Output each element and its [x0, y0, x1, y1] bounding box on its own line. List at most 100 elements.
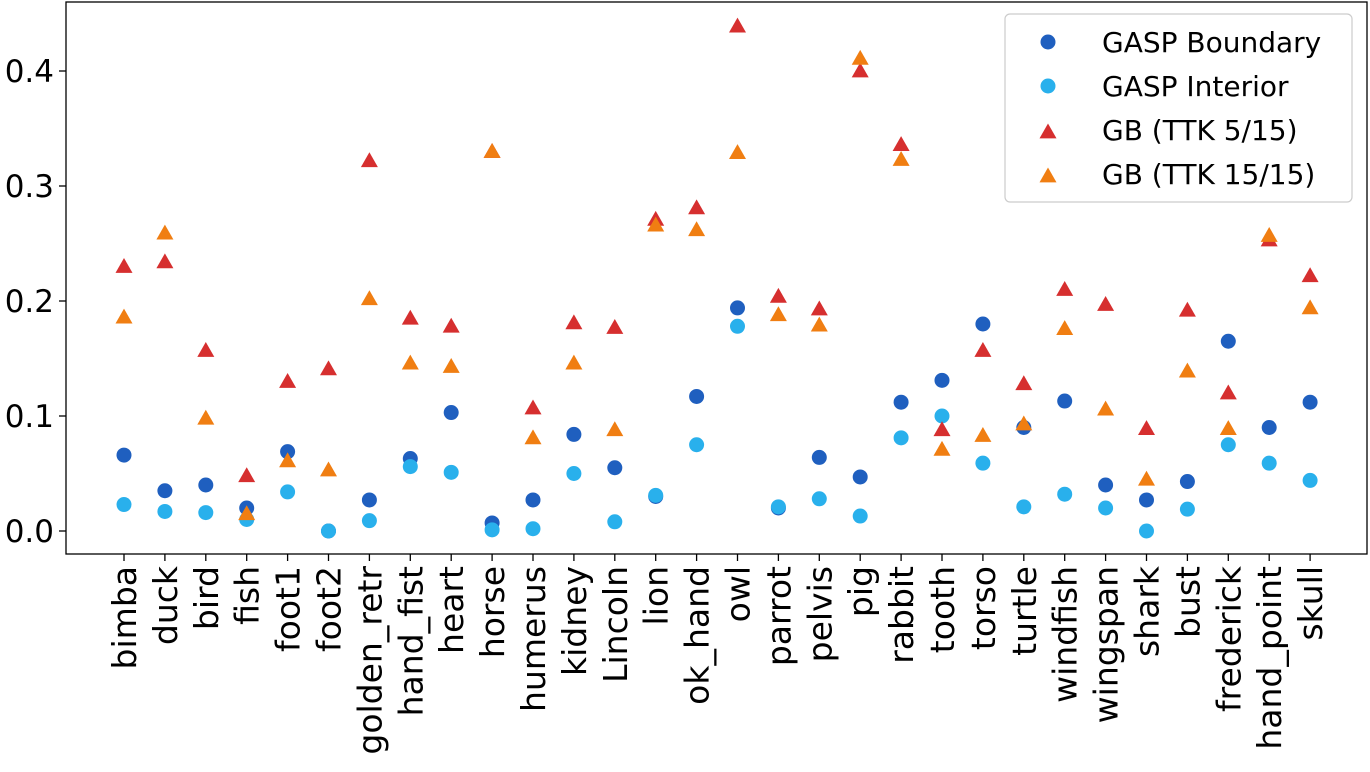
data-point	[933, 421, 951, 437]
data-point	[606, 421, 624, 437]
data-point	[892, 151, 910, 166]
data-point	[115, 258, 133, 273]
legend-label: GASP Boundary	[1102, 26, 1321, 59]
data-point	[1056, 320, 1074, 335]
data-point	[607, 514, 623, 530]
data-point	[1302, 394, 1318, 410]
data-point	[402, 459, 418, 475]
data-point	[730, 300, 745, 316]
x-tick-label: foot1	[269, 566, 308, 652]
data-point	[1138, 420, 1155, 436]
data-point	[566, 466, 582, 481]
x-tick-label: Lincoln	[596, 566, 635, 683]
data-point	[1057, 393, 1073, 409]
data-point	[115, 308, 133, 324]
data-point	[116, 497, 132, 513]
data-point	[974, 427, 992, 442]
data-point	[1219, 384, 1237, 400]
series-3	[115, 49, 1319, 521]
data-point	[1098, 477, 1114, 493]
x-tick-label: golden_retr	[350, 566, 389, 755]
y-tick-label: 0.1	[5, 399, 54, 435]
data-point	[361, 492, 377, 508]
y-tick-label: 0.3	[5, 169, 54, 205]
data-point	[1301, 267, 1319, 283]
data-point	[484, 522, 500, 538]
data-point	[729, 144, 746, 160]
x-axis: bimba duck bird fish foot1 foot2 golden_retr ha…	[105, 554, 1330, 755]
data-point	[1138, 470, 1155, 486]
data-point	[851, 62, 869, 78]
data-point	[1179, 501, 1195, 517]
x-tick-label: pig	[841, 566, 880, 617]
data-point	[443, 464, 459, 480]
data-point	[1015, 415, 1033, 431]
data-point	[1179, 474, 1195, 490]
data-point	[238, 467, 256, 483]
data-point	[1016, 499, 1032, 515]
data-point	[811, 491, 827, 507]
data-point	[443, 405, 459, 421]
series-1	[116, 318, 1318, 539]
data-point	[401, 354, 419, 370]
data-point	[361, 513, 377, 529]
x-tick-label: lion	[637, 566, 676, 625]
x-tick-label: wingspan	[1087, 566, 1126, 723]
legend-marker	[1039, 123, 1057, 139]
data-point	[852, 508, 868, 524]
y-tick-label: 0.2	[5, 284, 54, 320]
x-tick-label: frederick	[1209, 565, 1248, 712]
x-tick-label: ok_hand	[678, 566, 717, 705]
data-points	[115, 17, 1319, 539]
data-point	[197, 409, 215, 425]
data-point	[401, 309, 419, 325]
data-point	[1178, 362, 1196, 378]
x-tick-label: tooth	[923, 566, 962, 653]
data-point	[1302, 472, 1318, 488]
data-point	[689, 388, 705, 404]
x-tick-label: fish	[228, 566, 267, 625]
data-point	[360, 290, 378, 306]
plot-area	[65, 1, 1368, 555]
data-point	[810, 300, 828, 316]
x-tick-label: bird	[187, 566, 226, 630]
x-tick-label: turtle	[1005, 566, 1044, 656]
data-point	[1097, 400, 1115, 416]
legend: GASP Boundary GASP Interior GB (TTK 5/15) G…	[1004, 13, 1353, 203]
data-point	[607, 460, 623, 476]
data-point	[156, 224, 174, 240]
data-point	[689, 437, 705, 453]
data-point	[606, 318, 624, 334]
data-point	[279, 452, 297, 468]
data-point	[156, 253, 174, 269]
data-point	[974, 341, 992, 357]
series-2	[115, 17, 1319, 483]
data-point	[1139, 492, 1154, 508]
data-point	[647, 216, 665, 232]
y-tick-label: 0.4	[5, 54, 54, 90]
data-point	[525, 521, 541, 537]
data-point	[975, 455, 991, 471]
data-point	[1097, 295, 1115, 311]
legend-label: GB (TTK 15/15)	[1102, 158, 1315, 191]
x-tick-label: rabbit	[882, 566, 921, 664]
data-point	[1261, 420, 1277, 435]
data-point	[893, 394, 909, 410]
data-point	[1139, 523, 1154, 539]
legend-marker	[1040, 78, 1056, 94]
data-point	[442, 317, 460, 333]
data-point	[1056, 281, 1074, 296]
data-point	[1220, 437, 1236, 453]
legend-entry: GB (TTK 15/15)	[1039, 158, 1315, 191]
data-point	[893, 430, 909, 446]
data-point	[157, 503, 173, 519]
y-axis: 0.0 0.1 0.2 0.3 0.4	[5, 54, 66, 550]
legend-label: GB (TTK 5/15)	[1102, 114, 1298, 147]
data-point	[524, 399, 542, 415]
x-tick-label: torso	[964, 566, 1003, 650]
data-point	[934, 408, 950, 424]
data-point	[116, 447, 132, 463]
data-point	[1098, 500, 1114, 516]
data-point	[851, 49, 869, 65]
data-point	[769, 287, 787, 303]
